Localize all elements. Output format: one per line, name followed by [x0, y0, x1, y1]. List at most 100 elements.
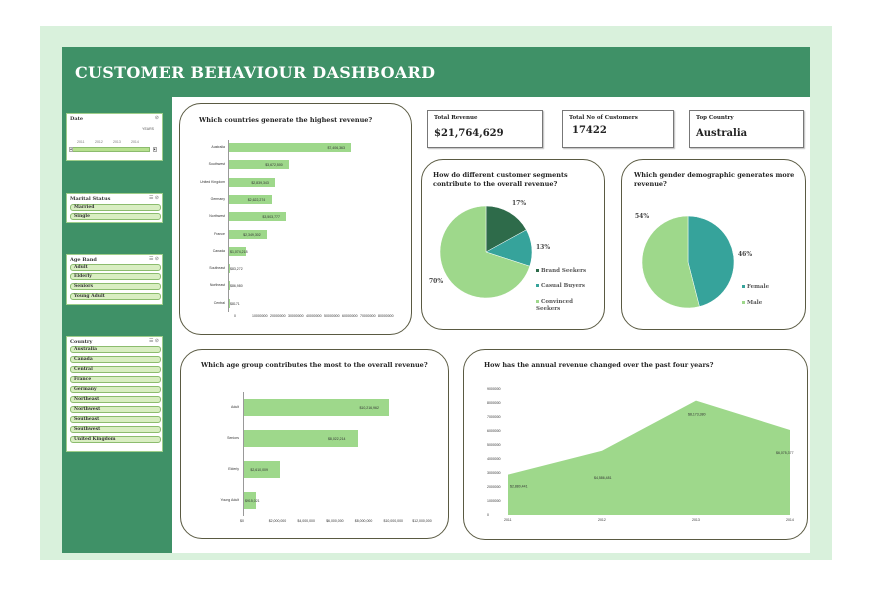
countries-chart-card[interactable]: Which countries generate the highest rev…	[179, 103, 412, 335]
timeline-year[interactable]: 2012	[95, 140, 103, 144]
kpi-value: $21,764,629	[434, 128, 504, 139]
timeline-year[interactable]: 2013	[113, 140, 121, 144]
legend-casual-buyers: Casual Buyers	[536, 283, 585, 289]
revenue-bar	[228, 194, 272, 204]
kpi-label: Top Country	[696, 115, 734, 121]
y-tick-label: 0	[487, 513, 489, 517]
slicer-item-country[interactable]: Germany	[70, 386, 161, 393]
slicer-item-single[interactable]: Single	[70, 213, 161, 220]
x-tick-label: $4,000,000	[297, 519, 315, 523]
kpi-label: Total No of Customers	[569, 115, 638, 121]
slicer-item-country[interactable]: Southeast	[70, 416, 161, 423]
y-tick-label: 8000000	[487, 401, 501, 405]
data-label: $2,610,009	[250, 468, 268, 472]
timeline-years: 2011 2012 2013 2014	[77, 140, 147, 146]
y-tick-label: 5000000	[487, 443, 501, 447]
kpi-total-customers: Total No of Customers 17422	[562, 110, 674, 148]
chart-title: Which age group contributes the most to …	[201, 361, 428, 369]
age-revenue-bar	[243, 430, 358, 447]
y-tick-label: 9000000	[487, 387, 501, 391]
revenue-bar	[228, 229, 268, 239]
slicer-item-country[interactable]: Northeast	[70, 396, 161, 403]
data-label: $2,880,441	[510, 485, 528, 489]
legend-convinced-seekers: Convinced Seekers	[536, 299, 574, 312]
data-label: $2,349,302	[243, 232, 261, 237]
marital-status-slicer[interactable]: Marital Status ☰ ⊘ Married Single	[66, 193, 163, 223]
annual-chart-card[interactable]: How has the annual revenue changed over …	[463, 349, 808, 540]
revenue-bar	[228, 281, 230, 291]
category-label: United Kingdom	[200, 179, 225, 184]
age-band-slicer[interactable]: Age Band ☰ ⊘ Adult Elderly Seniors Young…	[66, 254, 163, 305]
filter-clear-icon[interactable]: ⊘	[154, 115, 159, 121]
category-label: Adult	[231, 405, 239, 409]
date-slicer-title: Date	[70, 116, 84, 122]
data-label: $3,503,777	[262, 215, 280, 220]
x-tick-label: 70000000	[360, 314, 376, 318]
category-label: Northwest	[209, 214, 225, 219]
x-tick-label: $8,000,000	[354, 519, 373, 523]
slicer-item-country[interactable]: Canada	[70, 356, 161, 363]
timeline-scroll-right-icon[interactable]: ▸	[153, 147, 157, 152]
timeline-bar[interactable]	[70, 147, 150, 152]
slicer-item-country[interactable]: Southwest	[70, 426, 161, 433]
segments-chart-card[interactable]: How do different customer segments contr…	[421, 159, 605, 330]
timeline-year[interactable]: 2014	[131, 140, 139, 144]
category-label: Northeast	[209, 283, 225, 288]
y-tick-label: 4000000	[487, 457, 501, 461]
pie-slice-female	[687, 215, 735, 307]
x-tick-label: $10,000,000	[383, 519, 403, 523]
data-label: $86,980	[230, 284, 243, 289]
slicer-item-country[interactable]: Australia	[70, 346, 161, 353]
chart-title: Which gender demographic generates more …	[634, 171, 795, 188]
pie-label-brand-seekers: 17%	[512, 200, 527, 207]
x-tick-label: 2013	[692, 518, 700, 522]
slicer-item-country[interactable]: Northwest	[70, 406, 161, 413]
annual-area-chart: 0 1000000 2000000 3000000 4000000 5000000 6000…	[487, 387, 794, 522]
slicer-item-adult[interactable]: Adult	[70, 264, 161, 271]
country-slicer[interactable]: Country ☰ ⊘ Australia Canada Central Fra…	[66, 336, 163, 452]
y-tick-label: 7000000	[487, 415, 501, 419]
slicer-item-elderly[interactable]: Elderly	[70, 273, 161, 280]
data-label: $6,075,377	[776, 451, 794, 455]
data-label: $8171	[230, 301, 240, 306]
pie-label-female: 46%	[738, 251, 753, 258]
slicer-sidebar	[62, 97, 172, 553]
pie-slice-brand-seekers	[485, 205, 527, 253]
x-tick-label: 30000000	[288, 314, 304, 318]
category-label: Elderly	[228, 467, 239, 471]
slicer-item-married[interactable]: Married	[70, 204, 161, 211]
slicer-item-country[interactable]: Central	[70, 366, 161, 373]
x-tick-label: $0	[240, 519, 244, 523]
timeline-year[interactable]: 2011	[77, 140, 85, 144]
kpi-value: Australia	[696, 128, 748, 139]
category-label: Seniors	[227, 436, 239, 440]
slicer-item-seniors[interactable]: Seniors	[70, 283, 161, 290]
data-label: $2,622,274	[247, 197, 266, 202]
data-label: $83,272	[230, 267, 243, 272]
data-label: $1,074,218	[230, 249, 248, 254]
age-chart-card[interactable]: Which age group contributes the most to …	[180, 349, 449, 539]
gender-chart-card[interactable]: Which gender demographic generates more …	[621, 159, 806, 330]
filter-icons[interactable]: ☰ ⊘	[148, 338, 159, 344]
data-label: $10,216,962	[359, 406, 379, 410]
revenue-bar	[228, 177, 276, 187]
y-tick-label: 2000000	[487, 485, 501, 489]
age-band-slicer-title: Age Band	[70, 257, 97, 263]
slicer-item-country[interactable]: France	[70, 376, 161, 383]
x-tick-label: 2012	[598, 518, 606, 522]
slicer-item-young-adult[interactable]: Young Adult	[70, 293, 161, 300]
data-label: $915,021	[245, 499, 260, 503]
category-label: France	[214, 231, 225, 236]
pie-slice-convinced-seekers	[439, 205, 531, 299]
country-slicer-title: Country	[70, 339, 93, 345]
filter-icons[interactable]: ☰ ⊘	[148, 256, 159, 262]
data-label: $2,839,343	[251, 180, 269, 185]
filter-icons[interactable]: ☰ ⊘	[148, 195, 159, 201]
x-tick-label: 2014	[786, 518, 794, 522]
kpi-total-revenue: Total Revenue $21,764,629	[427, 110, 543, 148]
timeline-scroll-left-icon[interactable]: ◂	[69, 147, 73, 152]
date-slicer[interactable]: Date ⊘ YEARS 2011 2012 2013 2014 ◂ ▸	[66, 113, 163, 161]
revenue-bar	[228, 246, 246, 256]
slicer-item-country[interactable]: United Kingdom	[70, 436, 161, 443]
data-label: $3,672,500	[265, 163, 283, 168]
